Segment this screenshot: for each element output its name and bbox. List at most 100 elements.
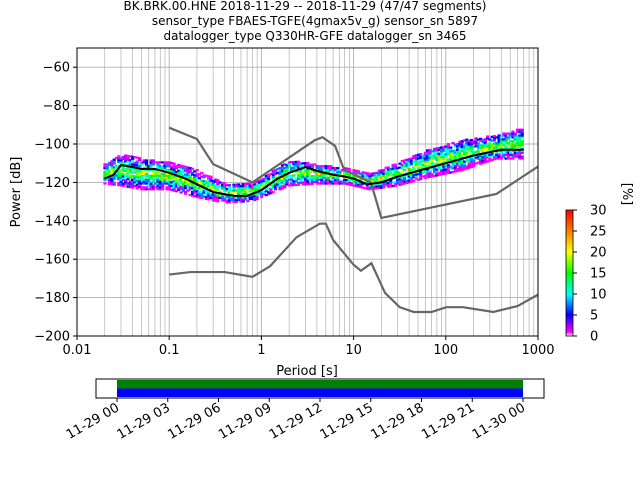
heatmap-cell <box>188 193 192 197</box>
heatmap-cell <box>154 172 158 176</box>
heatmap-cell <box>110 179 114 182</box>
heatmap-cell <box>172 166 176 169</box>
heatmap-cell <box>414 154 418 157</box>
heatmap-cell <box>211 187 215 190</box>
heatmap-cell <box>432 170 437 174</box>
heatmap-cell <box>483 145 487 148</box>
heatmap-cell <box>453 164 457 167</box>
colorbar-tick-label: 30 <box>590 204 607 219</box>
heatmap-cell <box>137 158 142 162</box>
heatmap-cell <box>509 153 513 156</box>
heatmap-cell <box>320 168 324 172</box>
heatmap-cell <box>110 162 114 165</box>
heatmap-cell <box>462 154 467 157</box>
heatmap-cell <box>488 157 492 160</box>
ppsd-heatmap <box>103 128 524 204</box>
heatmap-cell <box>322 167 326 170</box>
heatmap-cell <box>271 177 275 180</box>
heatmap-cell <box>167 176 172 179</box>
heatmap-cell <box>313 180 317 183</box>
heatmap-cell <box>216 186 220 189</box>
heatmap-cell <box>520 142 524 145</box>
heatmap-cell <box>315 176 319 179</box>
heatmap-cell <box>186 183 190 186</box>
heatmap-cell <box>414 160 418 163</box>
heatmap-cell <box>283 167 287 170</box>
heatmap-cell <box>243 188 248 191</box>
heatmap-cell <box>437 173 441 177</box>
psd-plot-area: 0.01 0.1 1 10 100 1000 −200−180−160−140−120−1… <box>9 47 555 379</box>
heatmap-cell <box>377 169 381 172</box>
heatmap-cell <box>144 170 149 174</box>
heatmap-cell <box>225 195 229 198</box>
colorbar-tick-label: 20 <box>590 246 607 261</box>
heatmap-cell <box>502 145 506 149</box>
heatmap-cell <box>147 178 151 181</box>
heatmap-cell <box>488 144 492 147</box>
heatmap-cell <box>243 186 248 189</box>
heatmap-cell <box>375 173 379 176</box>
heatmap-cell <box>421 160 425 163</box>
heatmap-cell <box>492 156 497 159</box>
heatmap-cell <box>237 183 241 186</box>
heatmap-cell <box>260 180 264 183</box>
heatmap-cell <box>499 157 504 160</box>
heatmap-cell <box>347 179 351 182</box>
heatmap-cell <box>241 200 245 203</box>
heatmap-cell <box>257 191 261 194</box>
heatmap-cell <box>184 173 188 176</box>
heatmap-cell <box>497 136 501 139</box>
heatmap-cell <box>296 183 301 186</box>
heatmap-cell <box>359 182 363 185</box>
heatmap-cell <box>446 143 450 146</box>
heatmap-cell <box>213 178 218 181</box>
heatmap-cell <box>481 146 485 149</box>
heatmap-cell <box>419 160 423 163</box>
heatmap-cell <box>294 180 298 183</box>
heatmap-cell <box>174 165 179 168</box>
heatmap-cell <box>363 181 368 184</box>
heatmap-cell <box>513 151 517 154</box>
heatmap-cell <box>239 200 243 203</box>
heatmap-cell <box>209 175 213 178</box>
heatmap-cell <box>499 140 504 143</box>
heatmap-cell <box>107 163 112 166</box>
heatmap-cell <box>306 169 310 172</box>
heatmap-cell <box>449 150 453 153</box>
heatmap-cell <box>435 172 439 175</box>
heatmap-cell <box>200 192 204 196</box>
heatmap-cell <box>135 171 139 175</box>
heatmap-cell <box>504 132 508 135</box>
heatmap-cell <box>158 184 162 187</box>
heatmap-cell <box>469 144 474 147</box>
heatmap-cell <box>460 140 464 143</box>
heatmap-cell <box>290 174 294 177</box>
heatmap-cell <box>195 176 199 179</box>
heatmap-cell <box>465 140 469 143</box>
heatmap-cell <box>220 199 225 202</box>
heatmap-cell <box>121 169 125 172</box>
heatmap-cell <box>465 138 469 141</box>
heatmap-cell <box>453 156 457 160</box>
heatmap-cell <box>225 184 229 187</box>
heatmap-cell <box>435 168 439 171</box>
heatmap-cell <box>188 174 192 177</box>
heatmap-cell <box>213 193 218 197</box>
heatmap-cell <box>504 149 508 152</box>
heatmap-cell <box>324 168 328 172</box>
heatmap-cell <box>347 173 351 177</box>
heatmap-cell <box>211 197 215 200</box>
heatmap-cell <box>405 158 409 161</box>
heatmap-cell <box>131 171 135 174</box>
heatmap-cell <box>299 170 303 173</box>
heatmap-cell <box>227 197 232 200</box>
heatmap-cell <box>124 160 128 163</box>
heatmap-cell <box>435 158 439 162</box>
heatmap-cell <box>149 184 153 187</box>
heatmap-cell <box>133 171 137 174</box>
heatmap-cell <box>400 181 404 184</box>
heatmap-cell <box>354 183 358 186</box>
heatmap-cell <box>121 178 125 182</box>
heatmap-cell <box>479 158 483 162</box>
heatmap-cell <box>156 184 160 187</box>
